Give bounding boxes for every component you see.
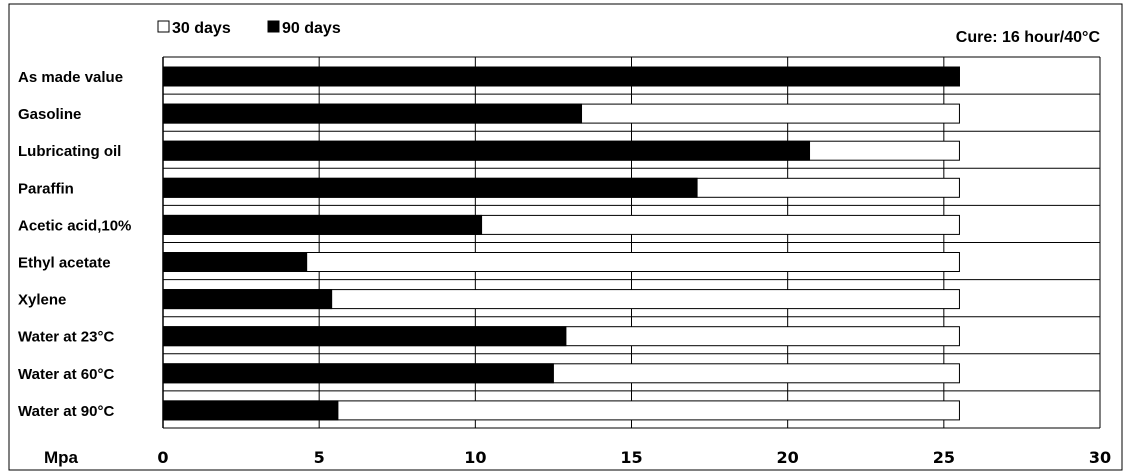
x-tick-label: 25	[933, 448, 955, 467]
category-label: Water at 90°C	[18, 403, 114, 420]
category-label: Ethyl acetate	[18, 255, 111, 272]
category-label: Lubricating oil	[18, 143, 121, 160]
bar-90-days	[162, 66, 960, 87]
category-label: Water at 60°C	[18, 366, 114, 383]
category-label: Xylene	[18, 292, 66, 309]
category-labels: As made value Gasoline Lubricating oil Para…	[18, 69, 131, 420]
legend-swatch-90-days	[267, 20, 280, 33]
legend-swatch-30-days	[157, 20, 170, 33]
x-tick-label: 15	[620, 448, 642, 467]
bars	[162, 66, 960, 421]
x-tick-label: 20	[777, 448, 799, 467]
bar-90-days	[162, 363, 554, 384]
bar-90-days	[162, 177, 698, 198]
x-axis-label: Mpa	[44, 448, 79, 467]
x-tick-label: 5	[314, 448, 325, 467]
legend-label-90-days: 90 days	[282, 20, 341, 37]
cure-annotation: Cure: 16 hour/40°C	[956, 29, 1101, 46]
x-tick-label: 0	[157, 448, 168, 467]
legend: 30 days 90 days	[157, 20, 341, 37]
bar-90-days	[162, 103, 583, 124]
bar-90-days	[162, 326, 567, 347]
x-tick-labels: 0 5 10 15 20 25 30	[157, 448, 1111, 467]
category-label: Paraffin	[18, 180, 74, 197]
x-tick-label: 10	[464, 448, 486, 467]
bar-90-days	[162, 400, 339, 421]
category-label: Acetic acid,10%	[18, 217, 131, 234]
x-tick-label: 30	[1089, 448, 1111, 467]
legend-label-30-days: 30 days	[172, 20, 231, 37]
bar-90-days	[162, 140, 811, 161]
bar-90-days	[162, 214, 483, 235]
category-label: Gasoline	[18, 106, 81, 123]
bar-90-days	[162, 289, 333, 310]
category-label: Water at 23°C	[18, 329, 114, 346]
category-label: As made value	[18, 69, 123, 86]
bar-90-days	[162, 252, 308, 272]
